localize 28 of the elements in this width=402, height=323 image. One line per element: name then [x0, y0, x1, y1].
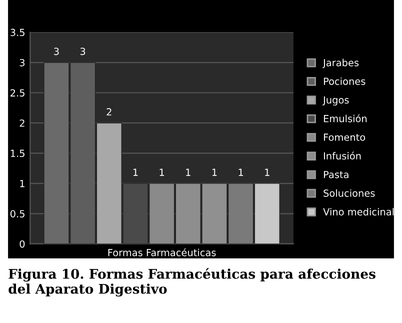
legend-label: Soluciones	[324, 189, 375, 197]
data-label: 1	[186, 168, 190, 176]
data-label: 1	[133, 168, 138, 176]
data-label: 1	[160, 168, 164, 176]
y-tick-label: 2	[20, 119, 24, 127]
legend-label: Fomento	[324, 134, 366, 141]
data-label: 1	[238, 168, 243, 176]
legend-label: Infusión	[324, 152, 361, 160]
legend-label: Vino medicinal	[323, 208, 394, 216]
legend-label: Jugos	[322, 96, 349, 106]
data-label: 3	[80, 48, 86, 56]
y-tick-label: 0	[20, 240, 25, 248]
x-tick-label: Formas Farmacéuticas	[108, 248, 216, 256]
legend-label: Pociones	[324, 77, 366, 85]
data-label: 1	[265, 168, 270, 176]
y-tick-label: 0.5	[10, 210, 24, 218]
data-label: 2	[106, 108, 112, 116]
text: Figura 10. Formas Farmacéuticas para afecciones del Aparato Digestivo	[8, 268, 376, 297]
y-tick-label: 3.5	[10, 28, 24, 36]
data-label: 1	[212, 168, 217, 176]
y-tick-label: 2.5	[10, 89, 24, 97]
y-tick-label: 1	[20, 180, 24, 188]
legend-label: Jarabes	[322, 58, 359, 68]
legend-label: Emulsión	[324, 114, 367, 122]
legend-label: Pasta	[324, 170, 348, 178]
data-label: 3	[54, 48, 59, 56]
y-tick-label: 3	[20, 59, 25, 66]
y-tick-label: 1.5	[10, 150, 24, 158]
